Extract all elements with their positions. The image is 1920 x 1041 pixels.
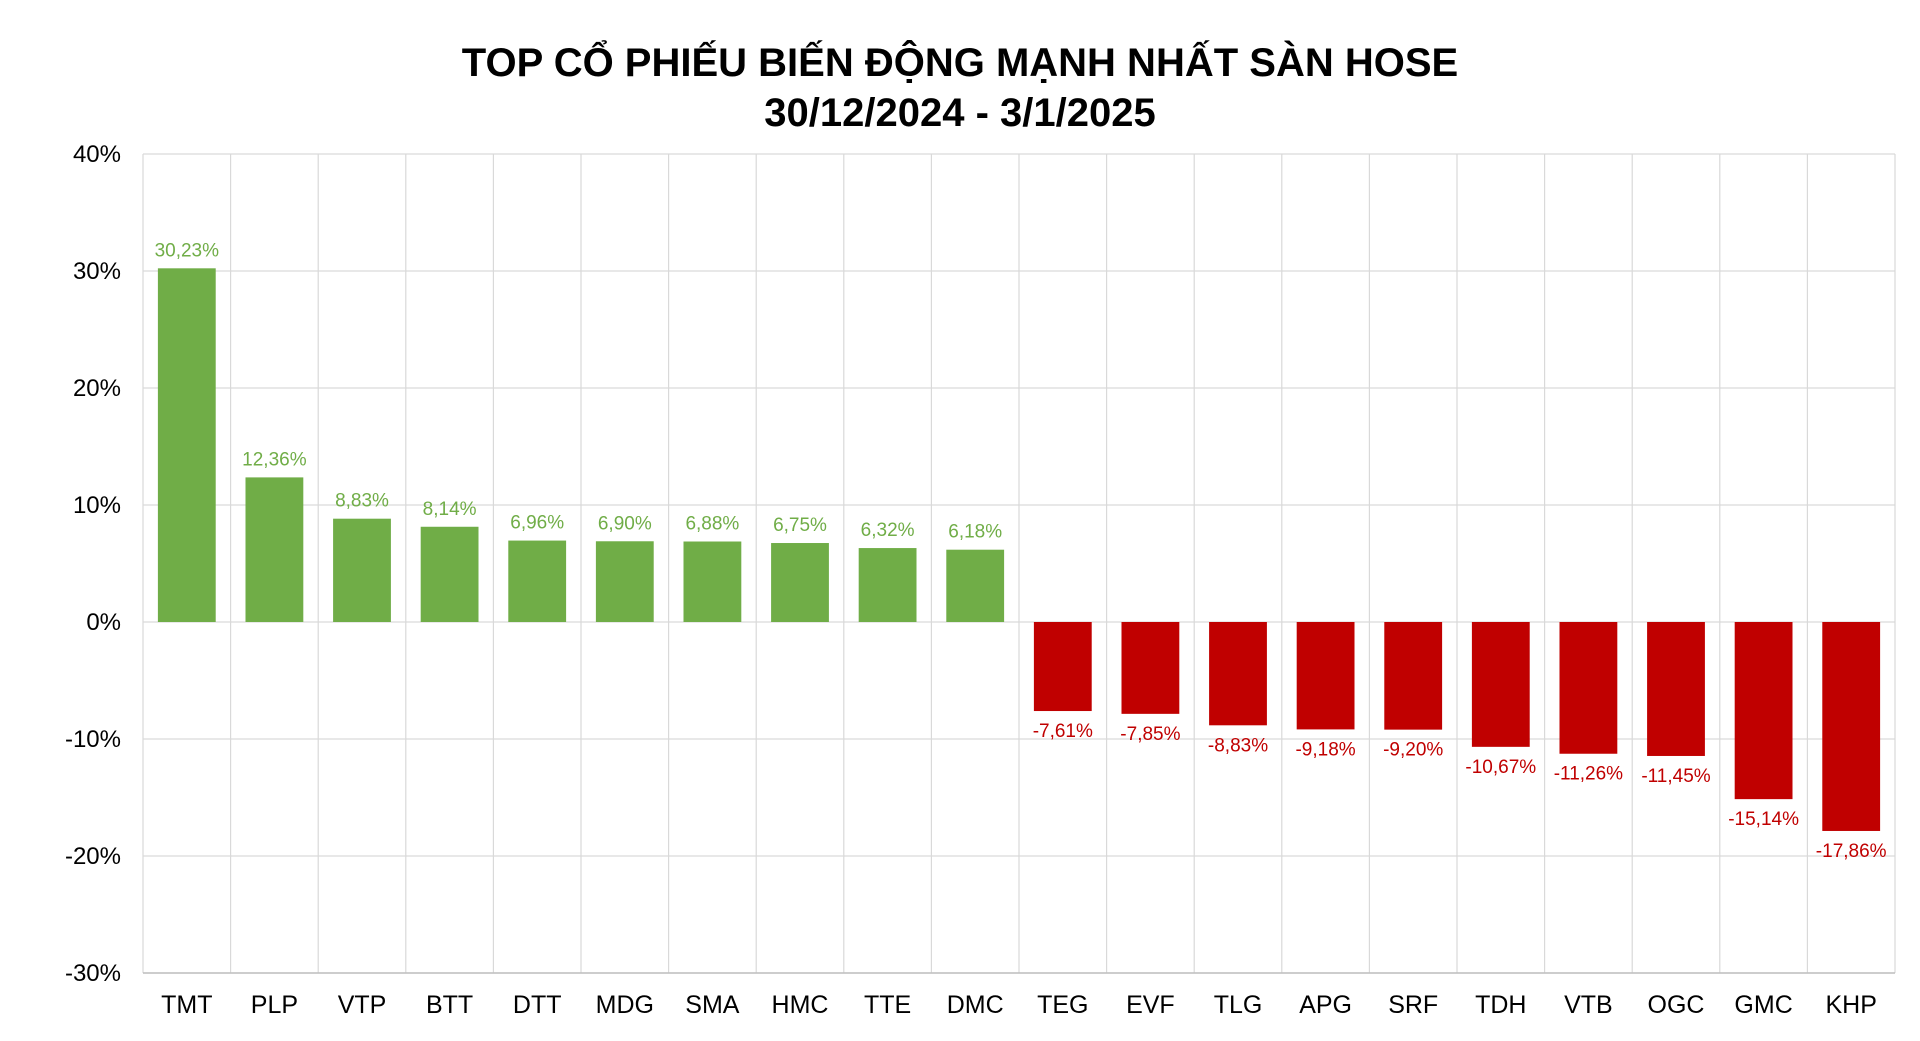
x-tick-label-btt: BTT bbox=[426, 991, 473, 1019]
x-tick-label-tlg: TLG bbox=[1214, 991, 1263, 1019]
x-tick-label-teg: TEG bbox=[1037, 991, 1088, 1019]
x-tick-label-apg: APG bbox=[1299, 991, 1352, 1019]
x-tick-label-srf: SRF bbox=[1388, 991, 1438, 1019]
bar-ogc bbox=[1647, 622, 1705, 756]
data-label-mdg: 6,90% bbox=[598, 513, 652, 534]
bar-mdg bbox=[595, 541, 654, 622]
data-label-plp: 12,36% bbox=[242, 449, 307, 470]
data-label-teg: -7,61% bbox=[1033, 721, 1093, 742]
y-axis: 40% 30% 20% 10% 0% -10% -20% -30% bbox=[65, 141, 121, 987]
y-tick-label: -10% bbox=[65, 726, 121, 753]
data-label-btt: 8,14% bbox=[423, 499, 477, 520]
bar-sma bbox=[683, 541, 742, 622]
x-tick-label-dmc: DMC bbox=[947, 991, 1004, 1019]
data-label-srf: -9,20% bbox=[1383, 740, 1443, 761]
data-label-evf: -7,85% bbox=[1120, 724, 1180, 745]
bar-tmt bbox=[157, 268, 216, 622]
x-tick-label-hmc: HMC bbox=[772, 991, 829, 1019]
bar-btt bbox=[420, 526, 479, 622]
bar-tte bbox=[858, 548, 917, 622]
data-label-gmc: -15,14% bbox=[1728, 809, 1799, 830]
x-tick-label-tmt: TMT bbox=[161, 991, 212, 1019]
bar-vtb bbox=[1559, 622, 1618, 754]
bar-teg bbox=[1033, 622, 1092, 712]
data-label-hmc: 6,75% bbox=[773, 515, 827, 536]
y-tick-label: -20% bbox=[65, 843, 121, 870]
x-tick-label-vtp: VTP bbox=[338, 991, 387, 1019]
chart-title: TOP CỔ PHIẾU BIẾN ĐỘNG MẠNH NHẤT SÀN HOS… bbox=[462, 38, 1458, 85]
data-labels: 30,23% 12,36% 8,83% 8,14% 6,96% 6,90% 6,88% 6,7… bbox=[155, 240, 1887, 862]
bar-gmc bbox=[1734, 622, 1793, 800]
x-tick-label-plp: PLP bbox=[251, 991, 298, 1019]
x-axis: TMT PLP VTP BTT DTT MDG SMA HMC TTE DMC TEG EVF TLG A… bbox=[143, 972, 1895, 1019]
data-label-apg: -9,18% bbox=[1295, 739, 1355, 760]
bar-vtp bbox=[333, 518, 391, 622]
bar-evf bbox=[1121, 622, 1180, 714]
bars bbox=[157, 268, 1881, 831]
gridlines bbox=[142, 153, 1896, 974]
bar-tlg bbox=[1209, 622, 1267, 726]
x-tick-label-ogc: OGC bbox=[1648, 991, 1705, 1019]
data-label-tmt: 30,23% bbox=[155, 240, 220, 261]
x-tick-label-gmc: GMC bbox=[1734, 991, 1792, 1019]
bar-apg bbox=[1296, 622, 1355, 730]
bar-khp bbox=[1822, 622, 1881, 831]
chart-subtitle: 30/12/2024 - 3/1/2025 bbox=[764, 91, 1155, 135]
x-tick-label-vtb: VTB bbox=[1564, 991, 1613, 1019]
data-label-dtt: 6,96% bbox=[510, 513, 564, 534]
bar-plp bbox=[245, 477, 304, 622]
bar-dtt bbox=[508, 540, 567, 622]
y-tick-label: 0% bbox=[86, 609, 121, 636]
y-tick-label: 40% bbox=[73, 141, 121, 168]
x-tick-label-mdg: MDG bbox=[596, 991, 654, 1019]
y-tick-label: 30% bbox=[73, 258, 121, 285]
data-label-tlg: -8,83% bbox=[1208, 735, 1268, 756]
x-tick-label-khp: KHP bbox=[1825, 991, 1876, 1019]
bar-tdh bbox=[1471, 622, 1530, 747]
x-tick-label-tte: TTE bbox=[864, 991, 911, 1019]
x-tick-label-evf: EVF bbox=[1126, 991, 1175, 1019]
bar-dmc bbox=[946, 549, 1005, 622]
x-tick-label-sma: SMA bbox=[685, 991, 740, 1019]
bar-srf bbox=[1384, 622, 1443, 730]
bar-hmc bbox=[771, 543, 829, 622]
data-label-khp: -17,86% bbox=[1816, 841, 1887, 862]
y-tick-label: 10% bbox=[73, 492, 121, 519]
data-label-ogc: -11,45% bbox=[1641, 766, 1710, 787]
data-label-vtb: -11,26% bbox=[1554, 764, 1623, 785]
y-tick-label: -30% bbox=[65, 960, 121, 987]
data-label-dmc: 6,18% bbox=[948, 522, 1002, 543]
data-label-tdh: -10,67% bbox=[1465, 757, 1536, 778]
data-label-vtp: 8,83% bbox=[335, 491, 389, 512]
data-label-tte: 6,32% bbox=[861, 520, 915, 541]
y-tick-label: 20% bbox=[73, 375, 121, 402]
data-label-sma: 6,88% bbox=[685, 514, 739, 535]
x-tick-label-tdh: TDH bbox=[1475, 991, 1526, 1019]
x-tick-label-dtt: DTT bbox=[513, 991, 562, 1019]
